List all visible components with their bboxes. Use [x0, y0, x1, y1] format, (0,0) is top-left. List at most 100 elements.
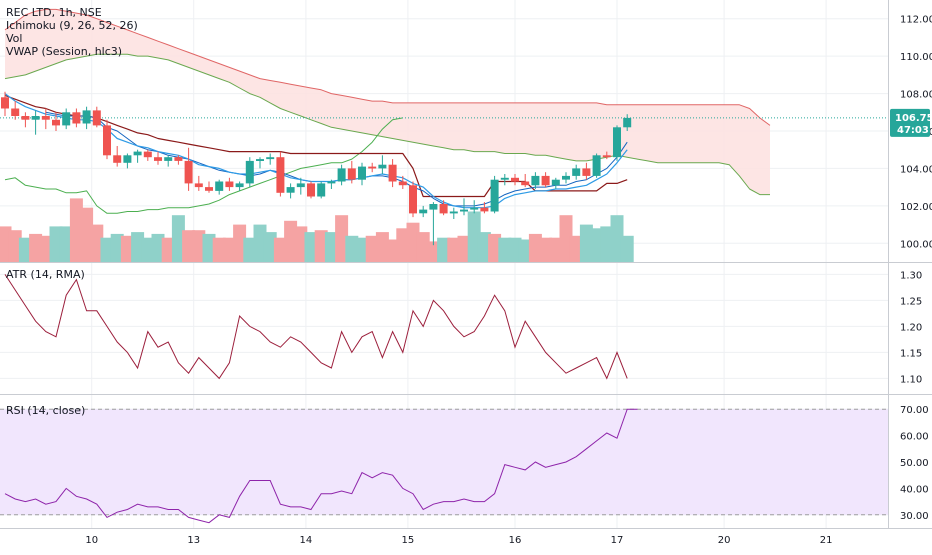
volume-bar — [59, 226, 73, 262]
candle-body — [439, 204, 448, 214]
volume-bar — [620, 235, 634, 262]
leading-span-a-line — [4, 53, 770, 196]
candle-body — [72, 112, 81, 124]
candle-body — [470, 207, 479, 210]
price-tick-label: 110.00 — [900, 52, 932, 63]
candle-body — [103, 125, 111, 156]
volume-bar — [518, 239, 532, 262]
candle-body — [225, 181, 234, 188]
price-tick-label: 104.00 — [900, 164, 932, 175]
indicator-lines — [0, 8, 888, 214]
candle-body — [490, 179, 499, 212]
volume-bar — [355, 237, 369, 262]
atr-tick-label: 1.20 — [900, 322, 922, 333]
candle-body — [205, 187, 213, 191]
volume-bar — [600, 226, 614, 262]
candle-body — [337, 168, 346, 182]
candle-body — [184, 160, 193, 184]
candle-body — [245, 160, 254, 184]
time-tick-label: 13 — [187, 535, 200, 546]
atr-tick-label: 1.10 — [900, 374, 922, 385]
volume-bar — [447, 237, 461, 262]
volume-bar — [539, 237, 553, 262]
symbol-title[interactable]: REC LTD, 1h, NSE — [6, 6, 102, 19]
volume-bar — [131, 232, 145, 262]
candle-body — [256, 159, 264, 161]
candle-body — [133, 151, 142, 156]
volume-bar — [375, 232, 389, 262]
candle-body — [154, 157, 162, 161]
candle-body — [429, 204, 438, 210]
volume-bar — [284, 220, 298, 262]
volume-bar — [8, 230, 22, 262]
atr-line — [4, 274, 628, 380]
volume-bars — [0, 198, 634, 262]
volume-bar — [426, 241, 440, 262]
volume-bar — [39, 235, 53, 262]
candle-body — [31, 116, 40, 120]
volume-bar — [335, 215, 349, 262]
candle-body — [419, 209, 428, 214]
rsi-legend[interactable]: RSI (14, close) — [6, 404, 86, 417]
volume-bar — [528, 233, 542, 262]
time-tick-label: 16 — [509, 535, 522, 546]
candle-body — [41, 116, 50, 120]
candle-body — [215, 181, 224, 191]
candle-body — [21, 116, 30, 120]
last-price-label: 106.75 — [895, 113, 932, 124]
candle-body — [592, 155, 601, 176]
candle-body — [378, 164, 387, 169]
volume-bar — [294, 226, 308, 262]
candle-body — [327, 181, 336, 184]
volume-bar — [437, 237, 451, 262]
candle-body — [62, 112, 71, 126]
candle-body — [500, 177, 509, 180]
candle-body — [551, 179, 560, 186]
volume-bar — [396, 228, 410, 262]
ichimoku-legend[interactable]: Ichimoku (9, 26, 52, 26) — [6, 19, 138, 32]
volume-bar — [243, 237, 257, 262]
volume-bar — [0, 226, 12, 262]
candle-body — [286, 187, 295, 193]
atr-tick-label: 1.30 — [900, 270, 922, 281]
volume-bar — [549, 237, 563, 262]
volume-bar — [182, 230, 196, 262]
candle-body — [521, 181, 530, 186]
candle-body — [368, 166, 377, 169]
volume-bar — [345, 235, 359, 262]
atr-tick-label: 1.25 — [900, 296, 922, 307]
volume-bar — [559, 215, 573, 262]
volume-bar — [273, 237, 287, 262]
volume-bar — [110, 233, 124, 262]
volume-bar — [569, 235, 583, 262]
vwap-legend[interactable]: VWAP (Session, hlc3) — [6, 45, 123, 58]
volume-bar — [49, 226, 63, 262]
rsi-pane — [0, 408, 888, 524]
volume-bar — [579, 224, 593, 262]
volume-bar — [192, 230, 206, 262]
rsi-tick-label: 30.00 — [900, 511, 929, 522]
time-tick-label: 20 — [718, 535, 731, 546]
candle-body — [398, 181, 407, 186]
volume-bar — [324, 232, 338, 262]
price-tick-label: 100.00 — [900, 239, 932, 250]
candle-body — [449, 211, 458, 214]
axes: 100.00102.00104.00106.00108.00110.00112.… — [85, 15, 932, 546]
time-tick-label: 15 — [402, 535, 415, 546]
candle-body — [174, 157, 183, 161]
candle-body — [460, 209, 468, 212]
atr-legend[interactable]: ATR (14, RMA) — [6, 268, 85, 281]
volume-legend[interactable]: Vol — [6, 32, 23, 45]
price-tick-label: 112.00 — [900, 15, 932, 26]
volume-bar — [90, 224, 104, 262]
candle-body — [480, 207, 489, 212]
candle-body — [347, 168, 356, 180]
volume-bar — [151, 233, 165, 262]
volume-bar — [386, 239, 400, 262]
volume-bar — [590, 228, 604, 262]
candle-body — [388, 164, 397, 182]
volume-bar — [212, 237, 226, 262]
